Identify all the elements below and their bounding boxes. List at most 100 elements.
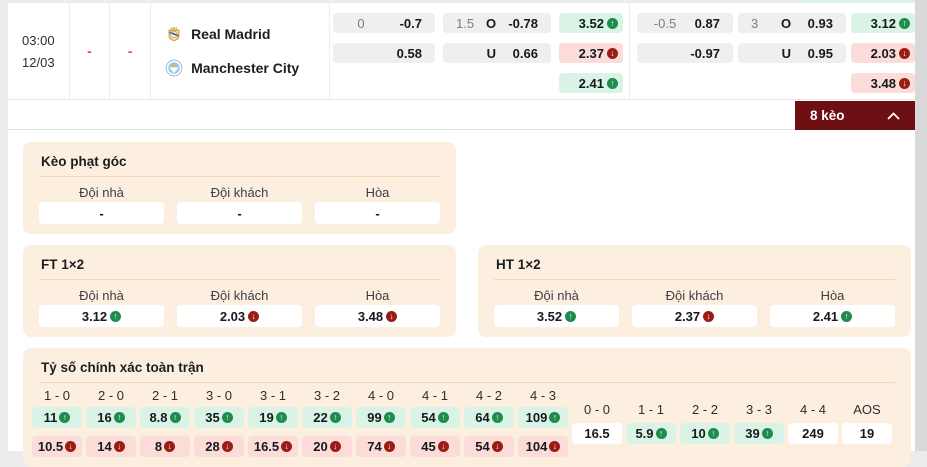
ht-draw-odds[interactable]: 2.41 ↑: [770, 305, 895, 327]
score-odds-cell[interactable]: 54 ↑: [410, 407, 460, 428]
score-odds-cell[interactable]: 11 ↑: [32, 407, 82, 428]
score-odds-cell[interactable]: 20 ↓: [302, 436, 352, 457]
score-odds-cell[interactable]: 10.5 ↓: [32, 436, 82, 457]
match-time-cell: 03:00 12/03: [8, 3, 70, 99]
trend-up-icon: ↑: [761, 428, 773, 439]
corner-away-odds[interactable]: -: [177, 202, 302, 224]
trend-up-icon: ↑: [110, 310, 122, 322]
column-header-home: Đội nhà: [534, 288, 579, 303]
score-odds-cell[interactable]: 39 ↑: [734, 423, 784, 444]
odds-value: 8.8: [149, 410, 168, 425]
hdp-home-odds[interactable]: -0.5 0.87: [636, 13, 733, 33]
score-odds-cell[interactable]: 16 ↑: [86, 407, 136, 428]
ht-home-odds[interactable]: 3.52 ↑: [494, 305, 619, 327]
odds-value: 19: [859, 426, 875, 441]
odds-value: 54: [475, 439, 490, 454]
odds-value: 16: [97, 410, 112, 425]
column-header-away: Đội khách: [210, 288, 269, 303]
trend-up-icon: ↑: [59, 412, 71, 423]
odds-value: 45: [421, 439, 436, 454]
score-label: 1 - 0: [43, 388, 70, 403]
odds-value: 0.66: [512, 45, 538, 61]
trend-up-icon: ↑: [113, 412, 125, 423]
trend-down-icon: ↓: [113, 441, 125, 452]
odds-value: 0.58: [396, 45, 422, 61]
trend-up-icon: ↑: [565, 310, 577, 322]
column-header-draw: Hòa: [365, 288, 390, 303]
score-odds-cell[interactable]: 54 ↓: [464, 436, 514, 457]
hdp-home-odds[interactable]: 0 -0.7: [332, 13, 435, 33]
odds-value: 104: [525, 439, 548, 454]
score-odds-cell[interactable]: 74 ↓: [356, 436, 406, 457]
score-label: 0 - 0: [583, 402, 610, 417]
score-grid: 1 - 0 11 ↑ 10.5 ↓ 2 - 0 16 ↑ 14 ↓ 2 - 1 8.8 ↑ 8 ↓ 3 - 0…: [32, 389, 895, 457]
scrollbar-track[interactable]: [915, 0, 927, 451]
odds-value: 99: [367, 410, 382, 425]
corner-home-odds[interactable]: -: [39, 202, 164, 224]
score-odds-cell[interactable]: 8 ↓: [140, 436, 190, 457]
draw-odds[interactable]: 3.48 ↓: [850, 73, 915, 93]
score-column: 3 - 1 19 ↑ 16.5 ↓: [248, 389, 298, 457]
score-odds-cell[interactable]: 45 ↓: [410, 436, 460, 457]
away-win-odds[interactable]: 2.03 ↓: [850, 43, 915, 63]
ht-away-odds[interactable]: 2.37 ↓: [632, 305, 757, 327]
away-win-odds[interactable]: 2.37 ↓: [558, 43, 623, 63]
score-odds-cell[interactable]: 99 ↑: [356, 407, 406, 428]
trend-up-icon: ↑: [169, 412, 181, 423]
score-odds-cell[interactable]: 16.5: [572, 423, 622, 444]
over-odds[interactable]: 3 O 0.93: [737, 13, 846, 33]
away-team-row[interactable]: Manchester City: [165, 59, 329, 77]
score-odds-cell[interactable]: 10 ↑: [680, 423, 730, 444]
home-win-odds[interactable]: 3.12 ↑: [850, 13, 915, 33]
score-odds-cell[interactable]: 14 ↓: [86, 436, 136, 457]
over-odds[interactable]: 1.5 O -0.78: [442, 13, 551, 33]
corner-draw-odds[interactable]: -: [315, 202, 440, 224]
score-odds-cell[interactable]: 28 ↓: [194, 436, 244, 457]
trend-up-icon: ↑: [655, 428, 667, 439]
score-odds-cell[interactable]: 249: [788, 423, 838, 444]
score-odds-cell[interactable]: 109 ↑: [518, 407, 568, 428]
odds-count-toggle[interactable]: 8 kèo: [795, 101, 915, 130]
trend-down-icon: ↓: [329, 441, 341, 452]
under-odds[interactable]: U 0.95: [737, 43, 846, 63]
odds-value: 3.12: [870, 15, 896, 31]
odds-group-2: -0.5 0.87 3 O 0.93 3.12 ↑ -0.97 U: [636, 13, 915, 99]
score-column: 4 - 0 99 ↑ 74 ↓: [356, 389, 406, 457]
score-odds-cell[interactable]: 104 ↓: [518, 436, 568, 457]
odds-value: 11: [43, 410, 58, 425]
ft-draw-odds[interactable]: 3.48 ↓: [315, 305, 440, 327]
ft-away-odds[interactable]: 2.03 ↓: [177, 305, 302, 327]
home-win-odds[interactable]: 3.52 ↑: [558, 13, 623, 33]
score-odds-cell[interactable]: 35 ↑: [194, 407, 244, 428]
match-date: 12/03: [22, 54, 55, 70]
odds-value: -0.7: [399, 15, 422, 31]
odds-value: -: [99, 205, 104, 221]
odds-value: 10.5: [37, 439, 64, 454]
trend-up-icon: ↑: [491, 412, 503, 423]
draw-odds[interactable]: 2.41 ↑: [558, 73, 623, 93]
hdp-away-odds[interactable]: -0.97: [636, 43, 733, 63]
under-odds[interactable]: U 0.66: [442, 43, 551, 63]
corner-odds-panel: Kèo phạt góc Đội nhà - Đội khách - Hòa -: [23, 142, 456, 234]
ft-home-odds[interactable]: 3.12 ↑: [39, 305, 164, 327]
hdp-away-odds[interactable]: 0.58: [332, 43, 435, 63]
score-odds-cell[interactable]: 8.8 ↑: [140, 407, 190, 428]
odds-value: 35: [205, 410, 220, 425]
correct-score-panel: Tỷ số chính xác toàn trận 1 - 0 11 ↑ 10.5 ↓ 2…: [23, 348, 911, 467]
group-divider: [628, 3, 630, 99]
trend-down-icon: ↓: [164, 441, 176, 452]
trend-down-icon: ↓: [437, 441, 449, 452]
odds-value: 0.95: [807, 45, 833, 61]
score-odds-cell[interactable]: 64 ↑: [464, 407, 514, 428]
score-label: 3 - 1: [259, 388, 286, 403]
column-header-draw: Hòa: [365, 185, 390, 200]
home-team-row[interactable]: Real Madrid: [165, 25, 329, 43]
score-odds-cell[interactable]: 19: [842, 423, 892, 444]
score-odds-cell[interactable]: 19 ↑: [248, 407, 298, 428]
score-odds-cell[interactable]: 5.9 ↑: [626, 423, 676, 444]
odds-value: 5.9: [635, 426, 654, 441]
trend-down-icon: ↓: [898, 77, 910, 89]
score-odds-cell[interactable]: 22 ↑: [302, 407, 352, 428]
odds-value: 39: [745, 426, 760, 441]
score-odds-cell[interactable]: 16.5 ↓: [248, 436, 298, 457]
